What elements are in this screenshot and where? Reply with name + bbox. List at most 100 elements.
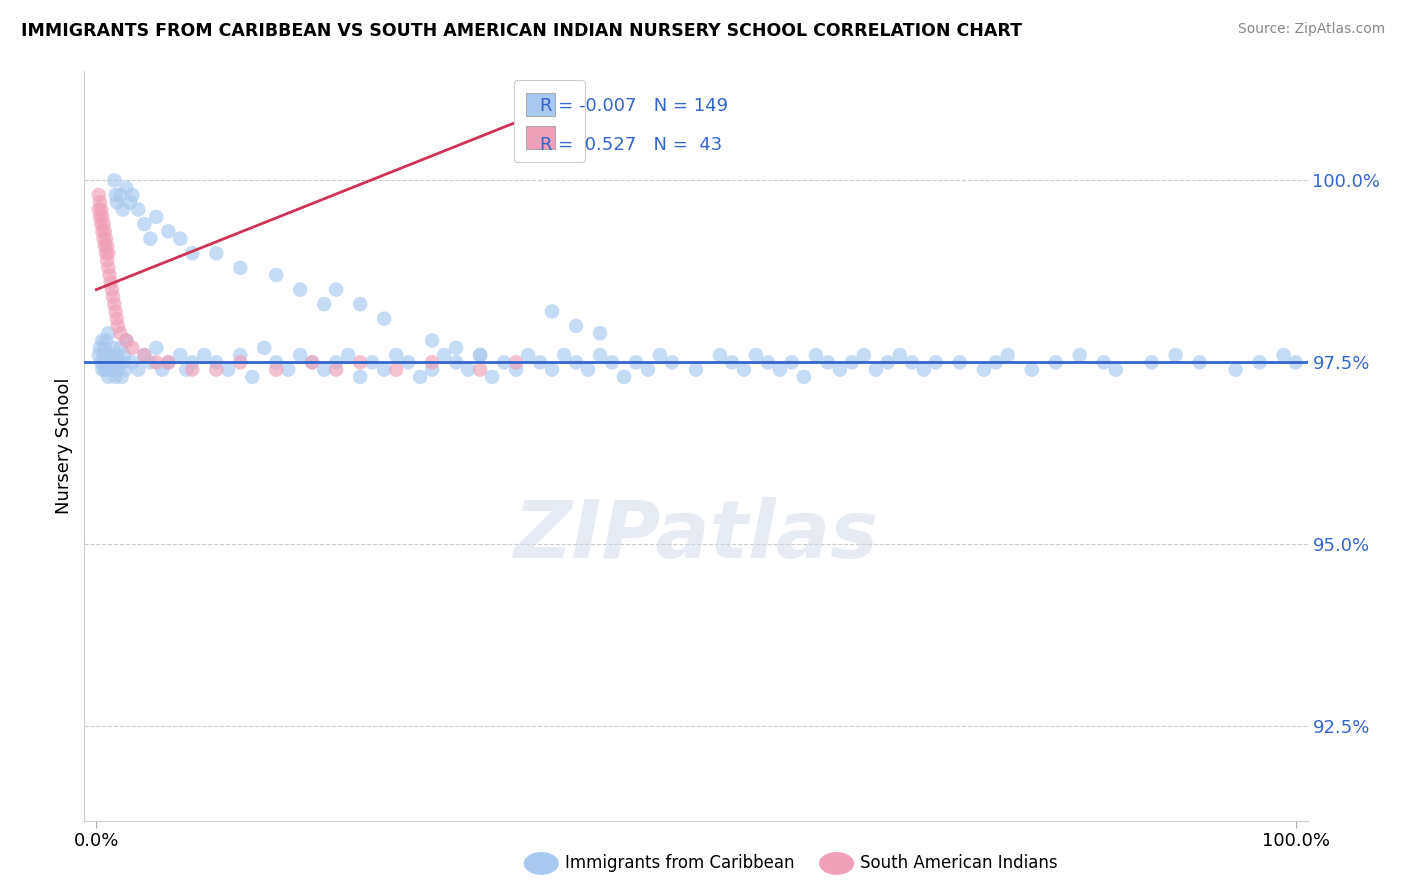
Point (841, 355, 863, 369)
Point (98, 355, 121, 369)
Point (87, 202, 110, 217)
Point (541, 362, 564, 376)
Text: IMMIGRANTS FROM CARIBBEAN VS SOUTH AMERICAN INDIAN NURSERY SCHOOL CORRELATION CH: IMMIGRANTS FROM CARIBBEAN VS SOUTH AMERI… (21, 22, 1022, 40)
Point (101, 290, 124, 304)
Point (565, 318, 588, 333)
Point (420, 362, 443, 376)
Point (121, 355, 143, 369)
Point (589, 326, 612, 341)
Point (444, 341, 467, 355)
Y-axis label: Nursery School: Nursery School (55, 377, 73, 515)
Point (1164, 348, 1187, 362)
Point (101, 362, 124, 376)
Point (409, 370, 432, 384)
Point (98, 268, 121, 282)
Point (541, 304, 564, 318)
Point (481, 370, 503, 384)
Point (685, 362, 707, 376)
Point (181, 362, 204, 376)
Point (793, 370, 815, 384)
Point (756, 355, 779, 369)
Point (93, 239, 117, 253)
Point (997, 348, 1019, 362)
Point (105, 311, 128, 326)
Point (301, 355, 323, 369)
Point (103, 297, 125, 311)
Point (277, 362, 299, 376)
Point (205, 355, 228, 369)
Point (1249, 355, 1271, 369)
Point (110, 370, 132, 384)
Point (494, 355, 516, 369)
Point (301, 355, 323, 369)
Point (115, 180, 138, 194)
Point (420, 355, 443, 369)
Point (1140, 355, 1163, 369)
Point (325, 355, 347, 369)
Point (314, 297, 336, 311)
Point (114, 362, 136, 376)
Point (505, 355, 527, 369)
Point (468, 348, 491, 362)
Point (127, 362, 149, 376)
Point (529, 355, 551, 369)
Point (169, 232, 191, 246)
Point (96, 239, 118, 253)
Point (93, 217, 115, 231)
Point (193, 348, 215, 362)
Point (925, 355, 948, 369)
Point (1045, 355, 1067, 369)
Point (229, 355, 252, 369)
Point (468, 348, 491, 362)
Point (150, 362, 173, 376)
Point (139, 355, 162, 369)
Text: R =  0.527   N =  43: R = 0.527 N = 43 (540, 136, 721, 154)
Point (433, 348, 456, 362)
Point (121, 188, 143, 202)
Point (229, 348, 252, 362)
Point (110, 341, 132, 355)
Point (205, 246, 228, 260)
Point (181, 246, 204, 260)
Point (174, 362, 197, 376)
Point (145, 210, 167, 224)
Point (565, 355, 588, 369)
Point (264, 355, 287, 369)
Point (337, 348, 360, 362)
Point (90, 355, 112, 369)
Point (984, 355, 1007, 369)
Point (385, 362, 408, 376)
Point (949, 355, 972, 369)
Point (457, 362, 479, 376)
Point (145, 341, 167, 355)
Point (349, 297, 371, 311)
Point (420, 334, 443, 348)
Point (589, 348, 612, 362)
Point (100, 276, 122, 290)
Point (253, 341, 276, 355)
Point (769, 362, 792, 376)
Point (94, 355, 117, 369)
Point (105, 348, 128, 362)
Point (1284, 355, 1306, 369)
Point (648, 348, 671, 362)
Point (325, 283, 347, 297)
Point (349, 355, 371, 369)
Point (600, 355, 623, 369)
Point (101, 341, 124, 355)
Point (205, 362, 228, 376)
Point (349, 370, 371, 384)
Point (901, 355, 924, 369)
Point (852, 348, 875, 362)
Point (107, 362, 129, 376)
Point (90, 202, 112, 217)
Text: Source: ZipAtlas.com: Source: ZipAtlas.com (1237, 22, 1385, 37)
Point (721, 355, 744, 369)
Point (104, 304, 127, 318)
Point (89, 195, 111, 210)
Point (145, 355, 167, 369)
Point (973, 362, 995, 376)
Point (264, 268, 287, 282)
Point (240, 370, 263, 384)
Point (1069, 348, 1091, 362)
